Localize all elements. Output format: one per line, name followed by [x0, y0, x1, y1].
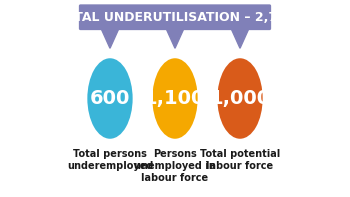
Text: Persons
unemployed in
labour force: Persons unemployed in labour force — [134, 149, 216, 183]
Text: Total persons
underemployed: Total persons underemployed — [67, 149, 153, 171]
Polygon shape — [231, 29, 249, 48]
Polygon shape — [166, 29, 184, 48]
Polygon shape — [101, 29, 119, 48]
Ellipse shape — [152, 58, 198, 139]
Ellipse shape — [88, 58, 133, 139]
FancyBboxPatch shape — [79, 4, 271, 30]
Text: 600: 600 — [90, 89, 130, 108]
Text: TOTAL UNDERUTILISATION – 2,700: TOTAL UNDERUTILISATION – 2,700 — [55, 11, 295, 24]
Ellipse shape — [217, 58, 262, 139]
Text: 1,100: 1,100 — [144, 89, 206, 108]
Text: 1,000: 1,000 — [209, 89, 271, 108]
Text: Total potential
labour force: Total potential labour force — [200, 149, 280, 171]
